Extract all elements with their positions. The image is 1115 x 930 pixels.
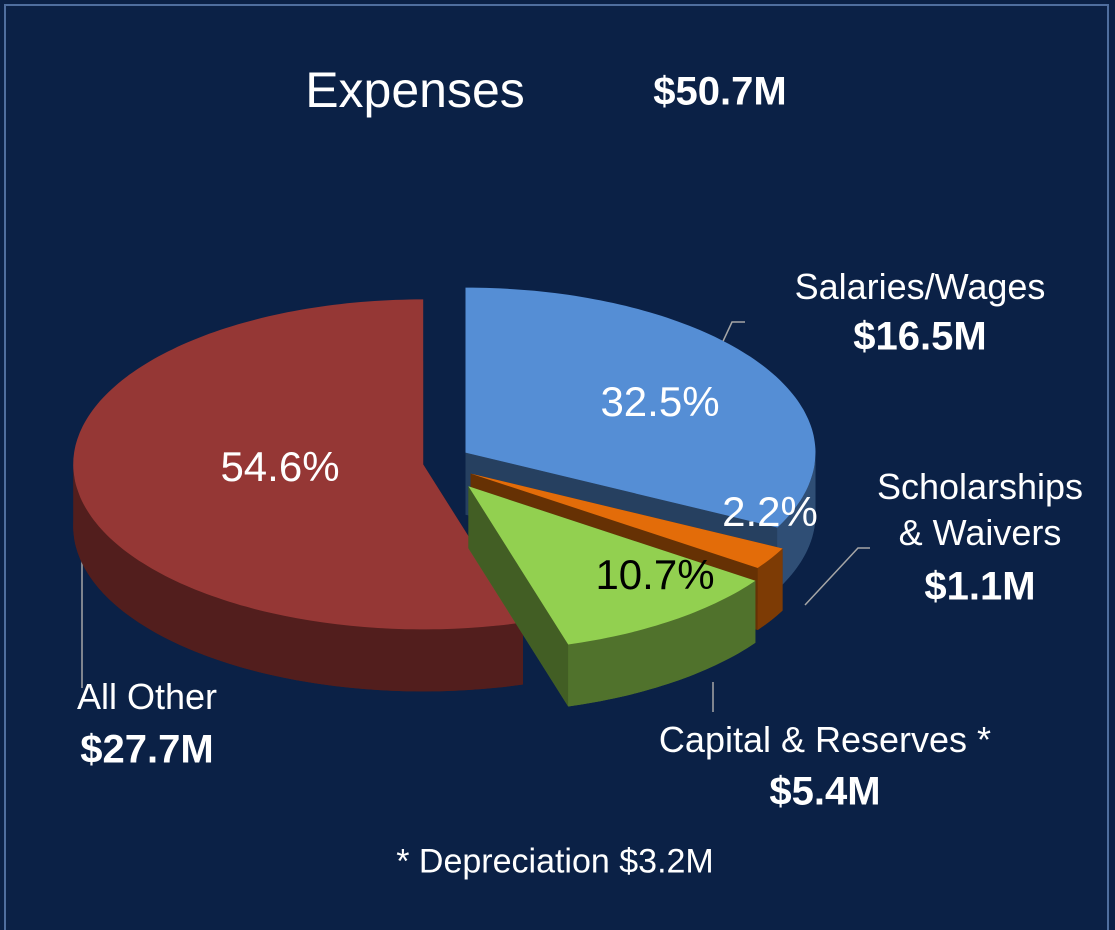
footnote: * Depreciation $3.2M (396, 842, 714, 881)
slice-wall (73, 464, 523, 692)
value-label: 2.2% (722, 488, 818, 535)
amount-label: $16.5M (853, 314, 987, 359)
slice-side (468, 486, 569, 707)
category-label: All Other (76, 676, 218, 717)
value-label: 32.5% (600, 378, 720, 425)
value-label: 54.6% (220, 443, 340, 490)
category-label: Salaries/Wages (794, 266, 1046, 307)
amount-label: $1.1M (924, 564, 1036, 609)
amount-label: $27.7M (80, 727, 214, 772)
slice-wall (757, 548, 783, 630)
pie (73, 287, 816, 707)
amount-label: $5.4M (769, 769, 881, 814)
border (4, 4, 1109, 930)
total-label: $50.7M (653, 69, 787, 114)
slice (468, 486, 756, 645)
leader-line (804, 547, 870, 606)
category-label: Scholarships & Waivers (876, 466, 1084, 553)
slice (465, 287, 816, 528)
chart-title: Expenses (305, 62, 525, 118)
value-label: 10.7% (595, 551, 715, 598)
category-label: Capital & Reserves * (658, 719, 992, 760)
slice (73, 299, 523, 630)
slice (470, 473, 783, 568)
slice-wall (777, 452, 816, 590)
slice-wall (568, 580, 756, 707)
